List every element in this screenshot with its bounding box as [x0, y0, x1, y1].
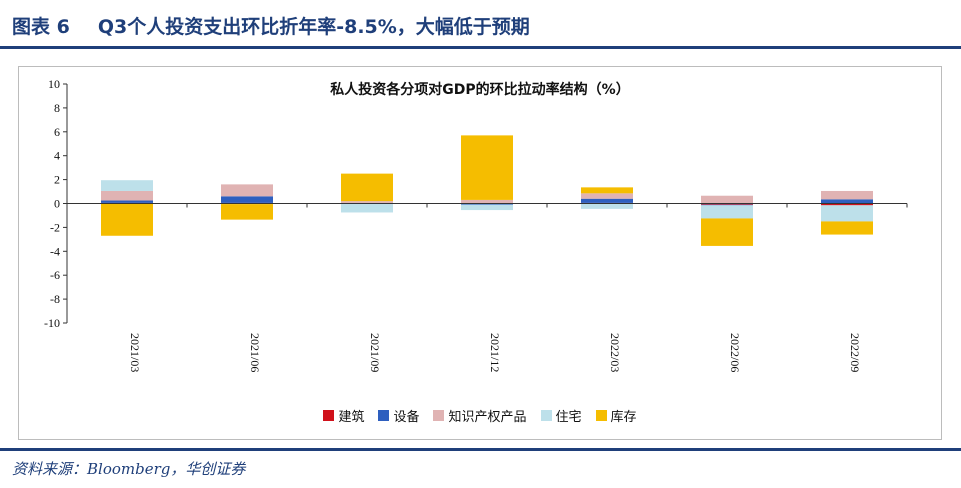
y-tick-label: 8	[54, 101, 60, 115]
bar-segment	[101, 190, 153, 201]
top-rule	[0, 46, 961, 49]
x-tick-label: 2021/12	[488, 333, 502, 372]
legend-item: 设备	[378, 406, 419, 425]
bar-segment	[821, 190, 873, 200]
bar-segment	[461, 203, 513, 205]
figure-label: 图表 6	[12, 16, 70, 38]
bar-segment	[821, 205, 873, 222]
bar-segment	[341, 173, 393, 202]
legend-item: 知识产权产品	[433, 406, 527, 425]
figure-header: 图表 6 Q3个人投资支出环比折年率-8.5%，大幅低于预期	[12, 12, 530, 39]
bottom-rule	[0, 448, 961, 451]
bar-segment	[461, 204, 513, 211]
figure-title: Q3个人投资支出环比折年率-8.5%，大幅低于预期	[97, 16, 530, 38]
source-note: 资料来源：Bloomberg，华创证券	[12, 460, 246, 478]
y-tick-label: 10	[48, 77, 60, 91]
y-tick-label: 0	[54, 197, 60, 211]
legend-swatch	[378, 410, 390, 421]
chart-title: 私人投资各分项对GDP的环比拉动率结构（%）	[330, 82, 630, 98]
bar-segment	[701, 218, 753, 246]
legend-swatch	[540, 410, 552, 421]
y-tick-label: 4	[54, 149, 60, 163]
bar-segment	[701, 195, 753, 204]
chart-legend: 建筑 设备 知识产权产品 住宅 库存	[19, 406, 941, 425]
legend-item: 库存	[595, 406, 637, 425]
bar-segment	[221, 204, 273, 220]
bar-segment	[101, 180, 153, 191]
bar-segment	[821, 221, 873, 235]
x-tick-label: 2021/09	[368, 333, 382, 372]
y-tick-label: -2	[50, 220, 60, 234]
bar-segment	[581, 203, 633, 209]
bar-segment	[101, 203, 153, 236]
bar-segment	[701, 205, 753, 219]
bar-segment	[221, 196, 273, 203]
legend-label: 住宅	[555, 410, 582, 425]
y-tick-label: -4	[50, 244, 60, 258]
bar-segment	[701, 203, 753, 205]
bar-segment	[821, 203, 873, 206]
legend-item: 住宅	[540, 406, 582, 425]
legend-label: 设备	[393, 410, 420, 425]
bar-segment	[341, 201, 393, 204]
bar-segment	[581, 193, 633, 199]
x-tick-label: 2022/09	[848, 333, 862, 372]
bar-segment	[581, 187, 633, 194]
bar-segment	[461, 135, 513, 200]
bar-segment	[461, 199, 513, 204]
y-tick-label: 2	[54, 173, 60, 187]
legend-swatch	[595, 410, 607, 421]
bar-segment	[101, 200, 153, 203]
legend-swatch	[323, 410, 335, 421]
bar-chart: 10 8 6 4 2 0 -2 -4 -6 -8 -10 2021/03 2021/06 2021/09 2…	[44, 77, 908, 372]
legend-label: 库存	[610, 410, 637, 425]
bar-segment	[341, 204, 393, 213]
x-tick-label: 2022/03	[608, 333, 622, 372]
bar-segment	[701, 204, 753, 206]
x-tick-label: 2021/03	[128, 333, 142, 372]
x-tick-label: 2022/06	[728, 333, 742, 372]
bar-segment	[221, 184, 273, 197]
legend-swatch	[433, 410, 445, 421]
legend-label: 建筑	[338, 410, 365, 425]
y-tick-label: -10	[44, 316, 60, 330]
legend-label: 知识产权产品	[448, 410, 527, 425]
x-tick-label: 2021/06	[248, 333, 262, 372]
y-tick-label: -6	[50, 268, 60, 282]
bar-segment	[821, 199, 873, 204]
bar-segment	[581, 198, 633, 203]
legend-item: 建筑	[323, 406, 364, 425]
y-tick-label: 6	[54, 125, 60, 139]
y-tick-label: -8	[50, 292, 60, 306]
chart-frame: 私人投资各分项对GDP的环比拉动率结构（%） 10 8 6 4 2 0 -2 -4 -6 -8 -1…	[18, 66, 942, 440]
